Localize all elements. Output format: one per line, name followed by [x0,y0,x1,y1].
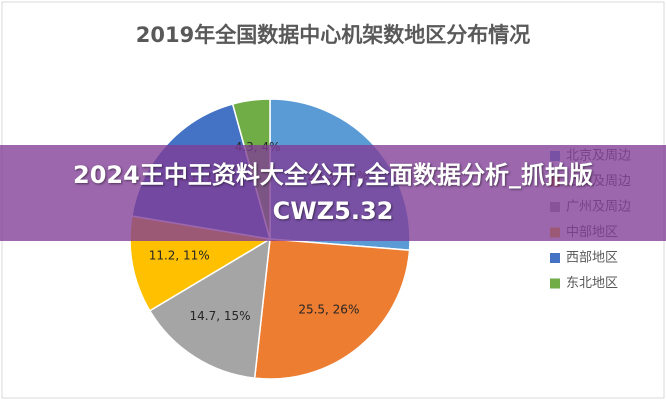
legend-label: 东北地区 [566,276,618,291]
pie-slice [253,238,411,380]
overlay-banner: 2024王中王资料大全公开,全面数据分析_抓拍版CWZ5.32 [0,145,666,241]
overlay-text: 2024王中王资料大全公开,全面数据分析_抓拍版CWZ5.32 [73,161,593,225]
legend-label: 西部地区 [566,251,618,266]
pie-slice [148,237,271,379]
data-label: 14.7, 15% [190,309,251,323]
data-label: 25.5, 26% [298,303,359,317]
data-label: 11.2, 11% [149,249,210,263]
legend-swatch [550,253,560,263]
legend-swatch [550,278,560,289]
chart-title: 2019年全国数据中心机架数地区分布情况 [136,23,530,47]
